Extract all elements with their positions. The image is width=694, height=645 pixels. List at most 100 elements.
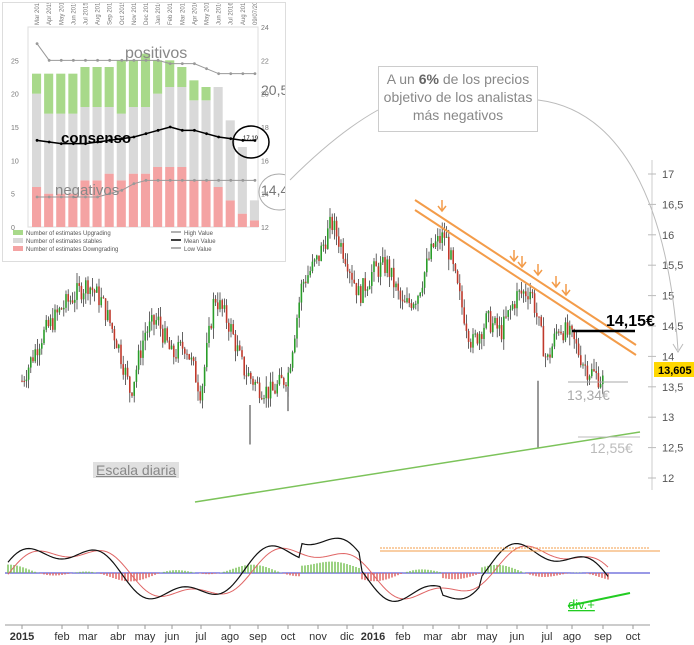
candle-body xyxy=(454,264,457,271)
arrow-icon xyxy=(437,200,447,213)
candle-body xyxy=(228,322,230,332)
candle-body xyxy=(500,325,503,340)
legend-swatch xyxy=(13,230,23,235)
inset-x-label: Mar 2015 xyxy=(35,3,41,25)
candle-body xyxy=(492,323,494,333)
consensus-highlight-circle xyxy=(232,125,270,159)
candle-body xyxy=(410,303,413,308)
candle-body xyxy=(80,285,83,300)
candle-body xyxy=(412,304,415,308)
candle-body xyxy=(122,364,124,375)
candle-body xyxy=(206,342,208,368)
candle-body xyxy=(472,334,474,348)
candle-body xyxy=(408,298,410,304)
candle-body xyxy=(302,281,305,284)
candle-body xyxy=(430,243,432,260)
candle-body xyxy=(93,290,96,293)
candle-body xyxy=(256,381,259,383)
candle-body xyxy=(124,367,127,375)
candle-body xyxy=(595,371,597,373)
inset-left-tick: 25 xyxy=(11,58,19,65)
inset-left-tick: 10 xyxy=(11,158,19,165)
arrow-icon xyxy=(509,250,519,263)
inset-x-label: Oct 2015 xyxy=(120,3,126,25)
candle-body xyxy=(219,300,221,310)
candle-body xyxy=(175,357,177,359)
bar-downgrading xyxy=(56,193,66,227)
candle-body xyxy=(164,328,166,343)
candle-body xyxy=(47,319,50,327)
candle-body xyxy=(296,317,298,339)
candle-body xyxy=(129,376,131,393)
candle-body xyxy=(320,245,322,262)
line-marker xyxy=(193,178,196,182)
inset-x-label: Dec 2015 xyxy=(144,3,150,25)
y-tick-label: 15 xyxy=(662,291,674,303)
candle-body xyxy=(382,257,384,263)
candle-body xyxy=(23,380,25,382)
line-marker xyxy=(120,58,124,62)
candle-body xyxy=(450,250,452,260)
line-marker xyxy=(96,195,99,199)
candle-body xyxy=(580,355,582,366)
candle-body xyxy=(445,236,448,238)
x-tick-label: jun xyxy=(164,631,180,643)
candle-body xyxy=(360,286,362,303)
candle-body xyxy=(188,354,190,360)
bar-upgrading xyxy=(92,67,102,107)
legend-label: Number of estimates Upgrading xyxy=(26,231,111,237)
legend-swatch xyxy=(13,238,23,243)
arrow-icon xyxy=(551,276,561,289)
x-tick-label: sep xyxy=(594,631,612,643)
candle-body xyxy=(562,333,564,341)
line-marker xyxy=(120,188,124,192)
candle-body xyxy=(342,243,344,259)
y-tick-label: 16,5 xyxy=(662,199,683,211)
line-marker xyxy=(205,67,208,71)
arrow-icon xyxy=(561,284,571,297)
x-tick-label: jul xyxy=(540,631,552,643)
x-tick-label: abr xyxy=(451,631,467,643)
long-term-trendline xyxy=(194,431,641,503)
candle-body xyxy=(404,301,406,303)
candle-body xyxy=(428,258,430,260)
candle-body xyxy=(184,348,186,354)
candle-body xyxy=(177,342,179,359)
candle-body xyxy=(322,244,325,246)
candle-body xyxy=(67,294,69,302)
line-marker xyxy=(35,138,39,142)
candle-body xyxy=(243,356,245,376)
candle-body xyxy=(525,291,527,297)
line-marker xyxy=(168,125,172,129)
candle-body xyxy=(241,350,243,357)
line-marker xyxy=(59,142,63,146)
candle-body xyxy=(586,365,589,380)
line-marker xyxy=(47,140,51,144)
bar-stables xyxy=(56,113,66,194)
x-tick-label: sep xyxy=(249,631,267,643)
candle-body xyxy=(45,319,47,330)
support-label: 13,34€ xyxy=(567,387,610,403)
candle-body xyxy=(168,340,171,350)
arrow-icon xyxy=(517,256,527,269)
candle-body xyxy=(30,357,32,368)
candle-body xyxy=(470,341,472,348)
consensus-bar-chart: Mar 2015 Apr 2015 May 2015 Jun 2015 Jul 2015… xyxy=(11,3,285,253)
candle-body xyxy=(170,345,173,350)
candle-body xyxy=(467,330,470,342)
inset-right-tick: 16 xyxy=(261,158,269,165)
legend-label: Low Value xyxy=(184,247,212,253)
candle-body xyxy=(489,311,492,333)
candle-body xyxy=(503,316,505,340)
candle-body xyxy=(571,325,573,330)
candle-body xyxy=(212,298,215,329)
inset-x-label: Jun 2016 xyxy=(217,3,223,25)
bar-upgrading xyxy=(189,80,199,101)
x-tick-label: oct xyxy=(626,631,641,643)
candle-body xyxy=(538,316,540,318)
inset-x-label: Apr 2016 xyxy=(192,3,198,25)
line-marker xyxy=(253,178,257,182)
candle-body xyxy=(415,303,417,305)
candle-body xyxy=(283,378,285,385)
candle-body xyxy=(520,290,523,294)
